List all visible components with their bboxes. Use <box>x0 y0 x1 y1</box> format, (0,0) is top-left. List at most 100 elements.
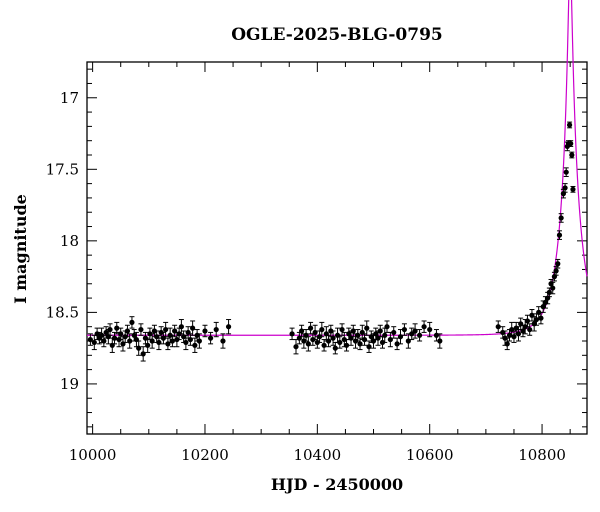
data-point <box>382 332 388 338</box>
data-point <box>293 344 299 350</box>
y-tick-label: 17 <box>60 89 79 107</box>
data-point <box>568 140 574 147</box>
data-point <box>307 325 314 331</box>
data-point <box>511 334 517 340</box>
data-point <box>527 326 533 333</box>
data-point <box>416 332 423 338</box>
data-point <box>384 324 390 330</box>
data-point <box>138 326 144 333</box>
data-point <box>118 331 124 337</box>
y-tick-label: 17.5 <box>46 160 79 178</box>
data-point <box>343 342 350 348</box>
data-point <box>401 326 408 333</box>
data-point <box>140 351 146 357</box>
data-point <box>412 328 418 334</box>
data-point <box>156 339 162 346</box>
data-point <box>103 329 109 336</box>
data-point <box>319 326 325 333</box>
data-point <box>566 122 573 128</box>
y-tick-label: 18.5 <box>46 303 79 321</box>
data-point <box>330 335 336 341</box>
data-point <box>427 326 433 333</box>
chart-title: OGLE-2025-BLG-0795 <box>231 25 443 45</box>
data-point <box>397 334 404 340</box>
data-point <box>339 326 345 333</box>
data-point <box>373 331 379 337</box>
data-point <box>202 328 208 334</box>
x-tick-label: 10600 <box>406 446 454 464</box>
data-point <box>101 338 107 344</box>
data-point <box>196 338 202 344</box>
data-point <box>524 318 531 324</box>
data-point <box>111 335 118 341</box>
data-point <box>355 332 361 338</box>
data-point <box>570 186 576 192</box>
data-point <box>127 338 133 344</box>
data-point <box>207 335 214 341</box>
data-point <box>87 336 93 343</box>
x-tick-label: 10200 <box>181 446 229 464</box>
data-point <box>305 341 311 347</box>
data-point <box>163 326 169 333</box>
data-point <box>346 331 352 337</box>
data-point <box>299 328 305 334</box>
data-point <box>325 338 332 344</box>
data-point <box>563 169 569 175</box>
data-point <box>145 342 151 348</box>
data-point <box>225 324 232 330</box>
data-point <box>187 336 193 343</box>
data-point <box>169 338 175 344</box>
data-point <box>190 325 196 331</box>
x-tick-label: 10800 <box>518 446 566 464</box>
model-curve <box>87 0 588 336</box>
data-point <box>556 232 563 238</box>
data-point <box>421 324 427 330</box>
data-point <box>368 334 374 340</box>
data-point <box>562 185 568 191</box>
data-point <box>91 339 97 346</box>
data-point <box>332 345 338 351</box>
x-tick-label: 10400 <box>293 446 341 464</box>
data-point <box>183 339 189 346</box>
data-point <box>350 328 356 334</box>
plot-area: 17 17.5 18 18.5 19 10000 10200 10400 10600 10800 <box>46 0 588 464</box>
data-point <box>553 268 559 274</box>
data-point <box>357 341 363 347</box>
data-point <box>321 342 327 348</box>
data-point <box>361 336 368 343</box>
x-tick-label: 10000 <box>69 446 117 464</box>
y-axis-label: I magnitude <box>11 194 30 304</box>
data-point <box>136 345 142 351</box>
data-point <box>312 329 318 336</box>
data-point <box>192 342 198 348</box>
data-point <box>131 332 137 338</box>
y-tick-label: 18 <box>60 232 79 250</box>
x-axis-label: HJD - 2450000 <box>271 475 403 494</box>
data-point <box>515 331 522 337</box>
data-point <box>129 319 135 325</box>
data-point <box>550 285 556 291</box>
data-point <box>337 339 343 346</box>
data-point <box>107 326 113 333</box>
data-point <box>504 341 510 347</box>
data-point <box>289 331 295 337</box>
data-point <box>149 338 155 344</box>
data-point <box>366 344 372 350</box>
plot-frame <box>86 61 588 435</box>
y-tick-label: 19 <box>60 375 79 393</box>
data-point <box>391 329 397 336</box>
data-point <box>124 328 131 334</box>
data-point <box>220 338 226 344</box>
data-point <box>178 324 184 330</box>
data-point <box>213 326 219 333</box>
data-point <box>394 341 400 347</box>
data-point <box>538 315 544 321</box>
data-point <box>364 325 370 331</box>
data-point <box>520 328 526 334</box>
data-point <box>114 325 120 331</box>
data-point <box>437 338 443 344</box>
data-point <box>377 328 383 334</box>
data-point <box>569 152 575 158</box>
data-point <box>558 215 564 221</box>
